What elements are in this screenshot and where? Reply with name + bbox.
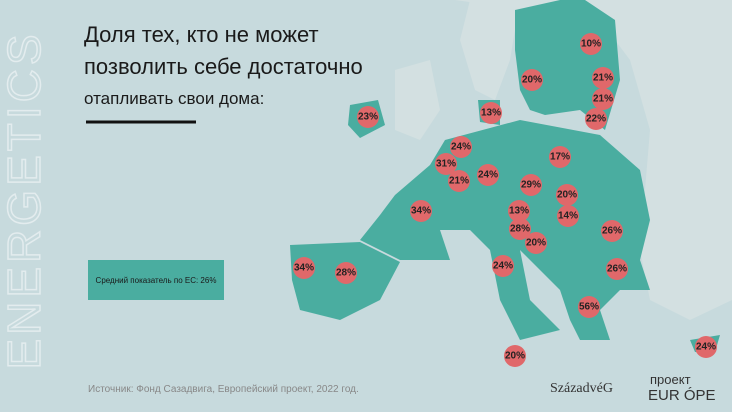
marker: [521, 69, 543, 91]
marker-label: 20%: [522, 75, 542, 86]
marker-label: 34%: [411, 206, 431, 217]
marker: [578, 296, 600, 318]
logo: SzázadvéG: [550, 381, 613, 396]
marker-label: 20%: [505, 351, 525, 362]
marker-label: 23%: [358, 112, 378, 123]
title-line: позволить себе достаточно: [84, 54, 363, 79]
uk: [395, 60, 440, 140]
marker-label: 56%: [579, 302, 599, 313]
marker: [410, 200, 432, 222]
marker: [592, 67, 614, 89]
marker: [525, 232, 547, 254]
title-line: отапливать свои дома:: [84, 89, 264, 108]
marker-label: 26%: [607, 264, 627, 275]
legend-text: Средний показатель по ЕС: 26%: [96, 276, 217, 285]
marker-label: 21%: [593, 94, 613, 105]
marker: [480, 102, 502, 124]
continent: [360, 120, 650, 340]
marker: [357, 106, 379, 128]
marker-label: 28%: [510, 224, 530, 235]
marker: [592, 88, 614, 110]
marker-label: 13%: [509, 206, 529, 217]
marker-label: 24%: [696, 342, 716, 353]
marker: [606, 258, 628, 280]
marker: [580, 33, 602, 55]
marker: [435, 153, 457, 175]
marker-label: 28%: [336, 268, 356, 279]
marker: [450, 136, 472, 158]
norway: [460, 0, 520, 100]
marker: [508, 200, 530, 222]
marker-label: 21%: [449, 176, 469, 187]
marker: [509, 218, 531, 240]
project-name: EUR ÓPE: [648, 387, 716, 404]
legend-box: [88, 260, 224, 300]
side-text: ENERGETICS: [0, 30, 50, 369]
marker-label: 21%: [593, 73, 613, 84]
marker-label: 13%: [481, 108, 501, 119]
marker-label: 20%: [557, 190, 577, 201]
marker-label: 10%: [581, 39, 601, 50]
marker: [549, 146, 571, 168]
marker: [601, 220, 623, 242]
project-label: проект: [650, 372, 691, 387]
marker: [520, 174, 542, 196]
source: Источник: Фонд Сазадвига, Европейский пр…: [88, 384, 359, 395]
marker: [585, 108, 607, 130]
marker: [492, 255, 514, 277]
marker: [293, 257, 315, 279]
marker-label: 31%: [436, 159, 456, 170]
marker: [695, 336, 717, 358]
marker-label: 14%: [558, 211, 578, 222]
marker-label: 29%: [521, 180, 541, 191]
title-line: Доля тех, кто не может: [84, 22, 319, 47]
non-eu-land: [455, 0, 732, 320]
marker: [556, 184, 578, 206]
marker-label: 24%: [478, 170, 498, 181]
marker-label: 24%: [451, 142, 471, 153]
marker-label: 22%: [586, 114, 606, 125]
marker: [335, 262, 357, 284]
marker-label: 34%: [294, 263, 314, 274]
marker: [477, 164, 499, 186]
marker-label: 17%: [550, 152, 570, 163]
marker: [504, 345, 526, 367]
nordic-baltic: [515, 0, 620, 130]
marker-label: 26%: [602, 226, 622, 237]
marker: [448, 170, 470, 192]
marker: [557, 205, 579, 227]
marker-label: 24%: [493, 261, 513, 272]
marker-label: 20%: [526, 238, 546, 249]
